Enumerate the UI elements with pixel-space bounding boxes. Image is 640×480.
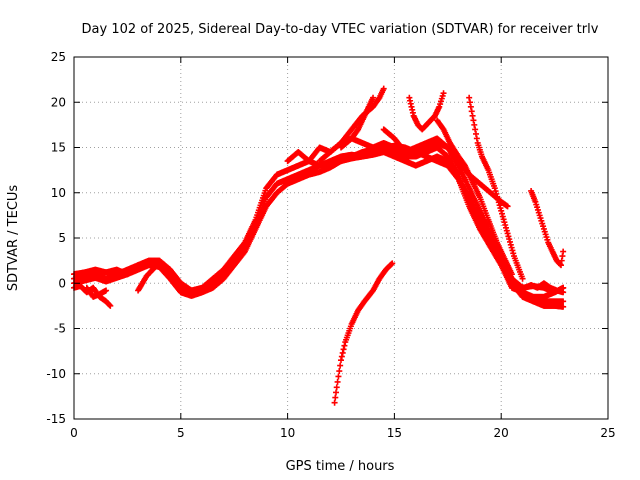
data-point	[496, 202, 503, 209]
data-point	[507, 241, 514, 248]
data-points	[71, 85, 567, 406]
data-point	[560, 298, 567, 305]
x-axis-label: GPS time / hours	[286, 459, 395, 474]
data-point	[508, 271, 515, 278]
chart-title: Day 102 of 2025, Sidereal Day-to-day VTE…	[82, 22, 599, 37]
series-sat-m	[434, 117, 515, 278]
x-axis-ticks: 0 5 10 15 20 25	[70, 57, 616, 440]
data-point	[469, 112, 476, 119]
data-point	[494, 196, 501, 203]
data-point	[331, 399, 338, 406]
data-point	[466, 94, 473, 101]
y-tick-label: 5	[58, 231, 66, 245]
data-point	[495, 199, 502, 206]
x-tick-label: 20	[494, 426, 509, 440]
data-point	[510, 250, 517, 257]
data-point	[370, 94, 377, 101]
data-point	[336, 368, 343, 375]
y-tick-label: 25	[51, 50, 66, 64]
data-point	[389, 260, 396, 267]
data-point	[519, 275, 526, 282]
data-point	[491, 185, 498, 192]
data-point	[338, 353, 345, 360]
x-tick-label: 5	[177, 426, 185, 440]
data-point	[338, 357, 344, 364]
series-sat-k	[380, 126, 511, 210]
y-axis-label: SDTVAR / TECUs	[6, 185, 21, 292]
data-point	[560, 303, 567, 310]
data-point	[472, 130, 479, 137]
y-tick-label: -10	[46, 367, 66, 381]
data-point	[340, 346, 347, 353]
data-point	[501, 219, 508, 226]
series-sat-p	[508, 280, 567, 296]
data-point	[103, 287, 110, 294]
data-point	[337, 362, 344, 369]
data-point	[156, 260, 163, 267]
x-tick-label: 25	[600, 426, 615, 440]
data-point	[440, 90, 447, 97]
data-point	[473, 135, 480, 142]
data-point	[504, 203, 511, 210]
data-point	[334, 378, 341, 385]
data-point	[497, 205, 504, 212]
x-tick-label: 15	[387, 426, 402, 440]
data-point	[560, 248, 567, 255]
data-point	[332, 394, 339, 401]
data-point	[503, 224, 510, 231]
data-point	[504, 230, 511, 237]
data-point	[503, 227, 510, 234]
data-point	[106, 301, 113, 308]
series-sat-j	[338, 94, 377, 151]
data-point	[498, 207, 505, 214]
data-point	[380, 85, 387, 92]
y-tick-label: -15	[46, 412, 66, 426]
data-point	[506, 236, 513, 243]
y-tick-label: 10	[51, 186, 66, 200]
data-point	[333, 384, 340, 391]
data-point	[499, 213, 506, 220]
x-tick-label: 10	[280, 426, 295, 440]
data-point	[471, 121, 478, 128]
data-point	[500, 216, 507, 223]
y-tick-label: 15	[51, 141, 66, 155]
x-tick-label: 0	[70, 426, 78, 440]
data-point	[341, 342, 348, 349]
data-point	[502, 221, 509, 228]
y-tick-label: 20	[51, 95, 66, 109]
data-point	[505, 233, 512, 240]
data-point	[468, 108, 475, 115]
y-tick-label: -5	[54, 322, 66, 336]
y-axis-ticks: -15 -10 -5 0 5 10 15 20 25	[46, 50, 608, 426]
data-point	[557, 261, 564, 268]
series-sat-f	[83, 284, 110, 300]
data-point	[508, 244, 515, 251]
y-tick-label: 0	[58, 276, 66, 290]
data-point	[467, 99, 474, 106]
series-sat-l	[406, 90, 447, 133]
data-point	[335, 373, 342, 380]
data-point	[494, 193, 501, 200]
data-point	[499, 210, 506, 217]
series-sat-o	[528, 187, 567, 269]
data-point	[470, 117, 477, 124]
data-point	[492, 188, 499, 195]
data-point	[333, 389, 340, 396]
data-point	[467, 103, 474, 110]
data-point	[509, 247, 516, 254]
data-point	[507, 238, 514, 245]
series-sat-h	[331, 260, 396, 406]
data-point	[560, 289, 567, 296]
data-point	[472, 126, 479, 133]
series-sat-n	[466, 94, 526, 282]
data-point	[107, 302, 114, 309]
data-point	[493, 190, 500, 197]
data-point	[339, 349, 346, 356]
series-sat-g	[135, 260, 163, 294]
